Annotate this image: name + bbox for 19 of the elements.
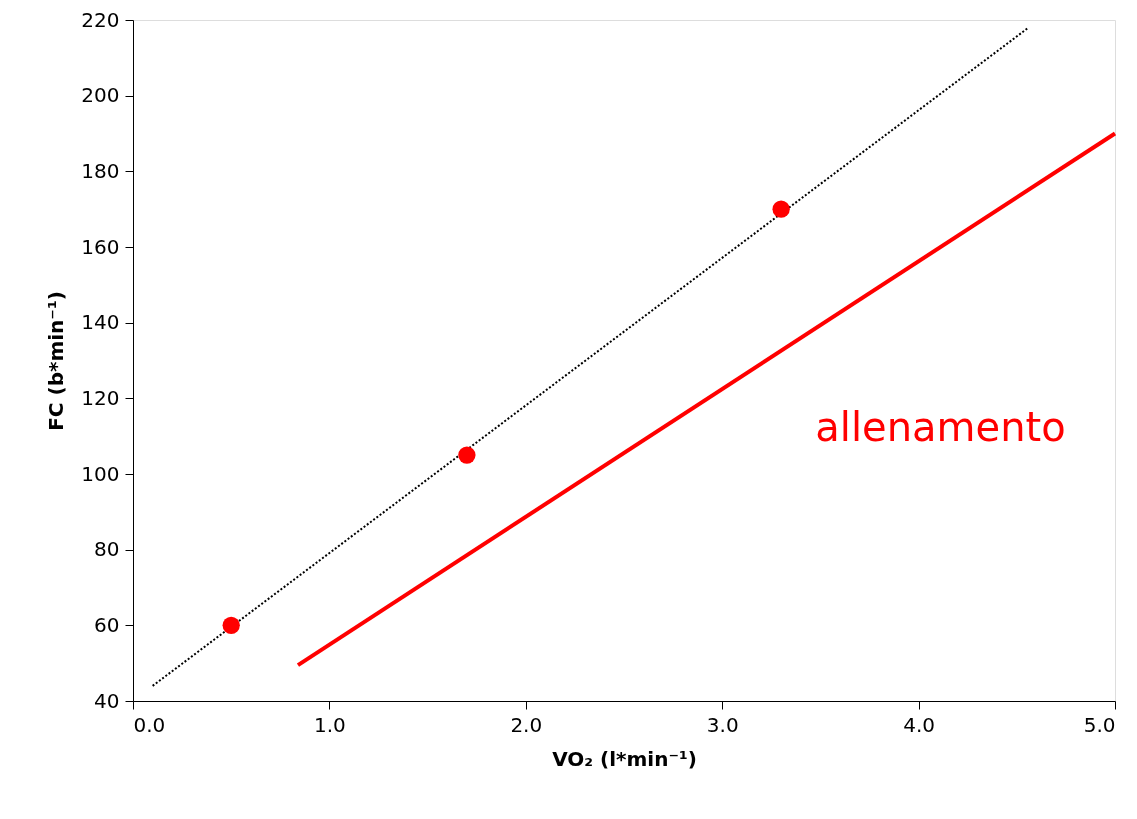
y-tick-label: 200: [81, 83, 120, 108]
y-tick-label: 220: [81, 7, 120, 32]
y-tick-label: 100: [81, 461, 120, 486]
x-tick-label: 5.0: [1083, 712, 1116, 737]
y-tick-label: 140: [81, 310, 120, 335]
x-tick-label: 1.0: [313, 712, 346, 737]
x-tick-label: 3.0: [706, 712, 739, 737]
series-label: allenamento: [815, 404, 1066, 451]
y-tick-label: 180: [81, 158, 120, 183]
x-axis-title: VO₂ (l*min⁻¹): [552, 746, 697, 771]
y-tick-label: 160: [81, 234, 120, 259]
x-tick-label: 0.0: [133, 712, 166, 737]
y-axis-title: FC (b*min⁻¹): [44, 291, 69, 431]
x-tick-label: 4.0: [903, 712, 936, 737]
y-tick-label: 120: [81, 385, 120, 410]
y-tick-label: 40: [94, 688, 120, 713]
y-tick-label: 80: [94, 537, 120, 562]
x-tick-label: 2.0: [510, 712, 543, 737]
y-tick-label: 60: [94, 612, 120, 637]
